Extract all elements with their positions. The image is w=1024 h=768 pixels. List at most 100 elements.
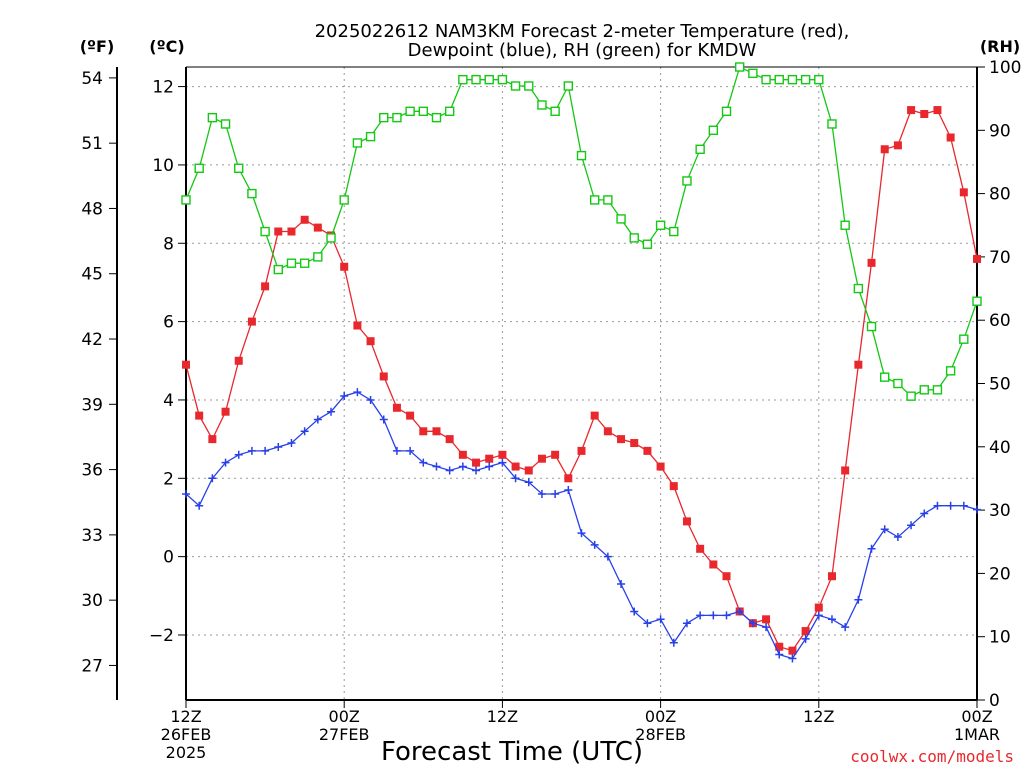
rh-point (181, 195, 191, 205)
dewpoint-point (893, 533, 902, 542)
dewpoint-point (775, 650, 784, 659)
rh-point (576, 150, 587, 161)
rh-point (589, 195, 600, 205)
temperature-point (485, 454, 494, 463)
temperature-point (907, 106, 916, 115)
rh-tick-label: 60 (989, 311, 1011, 331)
rh-point (458, 74, 468, 85)
dewpoint-point (247, 446, 256, 455)
dewpoint-point (801, 634, 810, 643)
temperature-point (208, 435, 217, 444)
rh-point (273, 264, 283, 275)
rh-point (379, 112, 389, 123)
dewpoint-point (406, 446, 415, 455)
dewpoint-point (472, 466, 481, 475)
celsius-tick-label: 4 (163, 391, 174, 411)
rh-unit-label: (RH) (980, 37, 1020, 56)
temperature-point (221, 407, 230, 416)
temperature-point (340, 262, 349, 271)
temperature-point (379, 372, 388, 381)
rh-point (735, 62, 745, 72)
rh-point (893, 378, 903, 389)
temperature-point (946, 133, 955, 142)
rh-tick-label: 80 (989, 185, 1011, 205)
rh-point (959, 334, 969, 344)
fahrenheit-tick-label: 54 (81, 69, 103, 89)
temperature-point (406, 411, 415, 420)
dewpoint-point (340, 392, 349, 401)
temperature-point (814, 603, 823, 612)
temperature-point (445, 435, 454, 444)
rh-point (972, 296, 982, 306)
dewpoint-point (366, 395, 375, 404)
time-tick-label: 12Z (803, 707, 834, 726)
temperature-series (182, 106, 981, 655)
dewpoint-point (537, 489, 546, 498)
fahrenheit-tick-label: 45 (81, 265, 103, 285)
dewpoint-series (182, 388, 981, 663)
rh-point (484, 74, 494, 85)
temperature-point (432, 427, 441, 436)
temperature-point (234, 356, 243, 365)
rh-point (418, 106, 428, 117)
rh-point (629, 233, 639, 243)
temperature-point (247, 317, 256, 326)
dewpoint-point (973, 505, 981, 514)
temperature-point (933, 106, 942, 115)
dewpoint-point (920, 509, 929, 518)
rh-point (840, 220, 850, 230)
temperature-point (300, 215, 309, 224)
time-tick-label: 27FEB (319, 725, 370, 744)
temperature-point (524, 466, 533, 475)
rh-point (339, 195, 349, 205)
temperature-point (577, 446, 586, 455)
rh-point (880, 372, 890, 382)
temperature-point (762, 615, 771, 624)
rh-tick-label: 50 (989, 375, 1011, 395)
rh-point (655, 220, 666, 230)
dewpoint-point (498, 458, 507, 467)
dewpoint-point (827, 615, 836, 624)
celsius-tick-label: 12 (152, 78, 174, 98)
dewpoint-point (208, 474, 217, 483)
rh-point (695, 144, 705, 154)
rh-point (866, 321, 877, 332)
dewpoint-point (300, 427, 309, 436)
temperature-point (366, 337, 375, 346)
rh-point (919, 385, 929, 395)
temperature-point (590, 411, 599, 420)
temperature-point (696, 544, 705, 553)
rh-point (260, 226, 270, 237)
rh-point (510, 81, 521, 91)
temperature-point (959, 188, 968, 197)
temperature-point (313, 223, 322, 232)
dewpoint-point (669, 638, 678, 647)
temperature-point (643, 446, 652, 455)
dewpoint-point (195, 501, 204, 510)
time-tick-label: 00Z (961, 707, 992, 726)
temperature-point (827, 572, 836, 581)
rh-tick-label: 90 (989, 121, 1011, 141)
temperature-point (722, 572, 731, 581)
rh-point (721, 106, 732, 117)
chart-title: 2025022612 NAM3KM Forecast 2-meter Tempe… (315, 21, 850, 61)
watermark: coolwx.com/models (850, 747, 1014, 766)
dewpoint-point (933, 501, 942, 510)
temperature-point (392, 403, 401, 412)
dewpoint-point (287, 439, 296, 448)
celsius-unit-label: (ºC) (149, 37, 184, 56)
temperature-point (630, 439, 639, 448)
data-series (181, 62, 982, 663)
temperature-point (682, 517, 691, 526)
fahrenheit-tick-label: 42 (81, 330, 103, 350)
dewpoint-point (327, 407, 336, 416)
dewpoint-point (709, 611, 718, 620)
chart-title-line1: 2025022612 NAM3KM Forecast 2-meter Tempe… (315, 21, 850, 42)
fahrenheit-tick-label: 48 (81, 199, 103, 219)
rh-point (787, 74, 798, 85)
dewpoint-point (867, 544, 876, 553)
temperature-point (801, 627, 810, 636)
rh-point (682, 176, 692, 186)
dewpoint-point (392, 446, 401, 455)
